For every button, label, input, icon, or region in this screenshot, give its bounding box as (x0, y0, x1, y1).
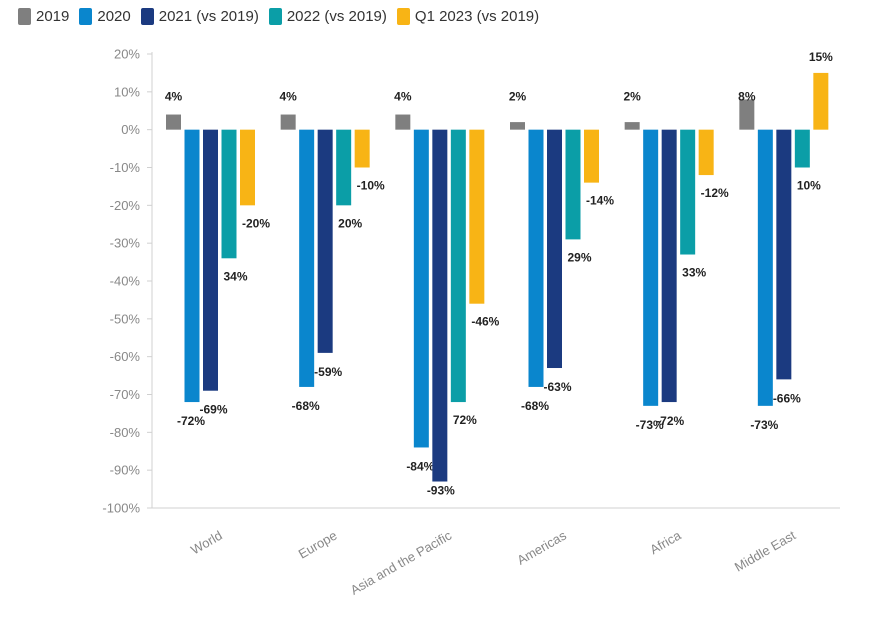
bar (240, 129, 255, 206)
bar (794, 129, 810, 168)
data-label: -12% (701, 186, 729, 200)
y-tick-label: -100% (102, 501, 140, 516)
data-label: 10% (797, 179, 821, 193)
data-label: 20% (338, 216, 362, 230)
data-label: -59% (314, 365, 342, 379)
bar (432, 129, 448, 482)
bar (661, 129, 677, 403)
bar (739, 99, 755, 130)
data-label: 4% (279, 90, 297, 104)
y-tick-label: 10% (114, 84, 140, 99)
legend-swatch (140, 8, 154, 25)
data-label: -20% (242, 216, 270, 230)
legend-label: 2021 (vs 2019) (158, 8, 259, 25)
bar (203, 129, 218, 391)
legend-swatch (18, 8, 31, 25)
data-label: -14% (586, 194, 614, 208)
legend-item[interactable]: 2020 (79, 8, 131, 25)
bar (547, 129, 562, 369)
bar (354, 129, 370, 168)
data-label: 2% (623, 90, 641, 104)
legend-item[interactable]: 2019 (18, 8, 69, 25)
legend-label: 2020 (97, 8, 131, 25)
data-label: -63% (543, 380, 571, 394)
data-label: -93% (427, 484, 455, 498)
bar (336, 129, 352, 206)
bar (624, 122, 640, 130)
legend-label: 2019 (36, 8, 70, 25)
data-label: -72% (177, 414, 205, 428)
bar (184, 129, 200, 403)
legend-item[interactable]: 2021 (vs 2019) (140, 8, 259, 25)
y-tick-label: -70% (110, 387, 141, 402)
data-label: 34% (224, 269, 248, 283)
data-label: -46% (471, 315, 499, 329)
data-label: 8% (738, 90, 756, 104)
data-label: -84% (406, 459, 434, 473)
data-label: -66% (773, 391, 801, 405)
data-label: 2% (509, 90, 527, 104)
bar (221, 129, 237, 259)
bar (776, 129, 792, 380)
bar (395, 114, 411, 130)
legend-swatch (268, 8, 282, 25)
y-tick-label: 0% (121, 122, 140, 137)
y-tick-label: -90% (110, 463, 141, 478)
bar (166, 114, 181, 130)
y-tick-label: -10% (110, 160, 141, 175)
bar (698, 129, 714, 176)
bar (643, 129, 659, 406)
y-tick-label: -80% (110, 425, 141, 440)
category-label: Europe (296, 528, 340, 562)
chart-legend: 2019 2020 2021 (vs 2019) 2022 (vs 2019) Q1 2… (18, 8, 549, 25)
legend-swatch (79, 8, 93, 25)
data-label: 4% (394, 90, 412, 104)
y-tick-label: 20% (114, 47, 140, 62)
bar (280, 114, 296, 130)
bar (317, 129, 333, 353)
data-label: -68% (292, 399, 320, 413)
bar (813, 72, 829, 130)
data-label: -68% (521, 399, 549, 413)
data-label: -10% (357, 179, 385, 193)
data-label: -72% (656, 414, 684, 428)
bar (413, 129, 429, 448)
bar (565, 129, 581, 240)
legend-item[interactable]: Q1 2023 (vs 2019) (396, 8, 540, 25)
data-label: 33% (682, 266, 706, 280)
bar (299, 129, 315, 387)
y-tick-label: -50% (110, 311, 141, 326)
bar (469, 129, 485, 304)
legend-item[interactable]: 2022 (vs 2019) (268, 8, 387, 25)
bar (680, 129, 696, 255)
category-label: World (188, 528, 225, 558)
data-label: -69% (199, 403, 227, 417)
legend-swatch (396, 8, 410, 25)
y-tick-label: -20% (110, 198, 141, 213)
data-label: 4% (165, 90, 183, 104)
data-label: -73% (636, 418, 664, 432)
legend-label: 2022 (vs 2019) (286, 8, 387, 25)
bar (757, 129, 773, 406)
category-label: Americas (514, 527, 569, 567)
category-label: Asia and the Pacific (348, 527, 455, 597)
bar (528, 129, 544, 387)
data-label: 72% (453, 413, 477, 427)
data-label: 29% (568, 250, 592, 264)
y-tick-label: -40% (110, 274, 141, 289)
data-label: 15% (809, 50, 833, 64)
bar (450, 129, 466, 403)
y-tick-label: -30% (110, 236, 141, 251)
bar (584, 129, 599, 183)
bar (510, 122, 525, 130)
category-label: Africa (647, 527, 684, 557)
category-label: Middle East (732, 527, 799, 574)
data-label: -73% (750, 418, 778, 432)
y-tick-label: -60% (110, 349, 141, 364)
legend-label: Q1 2023 (vs 2019) (414, 8, 540, 25)
